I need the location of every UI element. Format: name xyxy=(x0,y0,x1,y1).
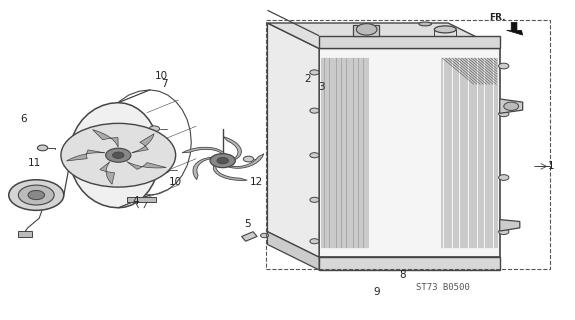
Text: 4: 4 xyxy=(132,196,139,206)
Text: 10: 10 xyxy=(169,177,182,187)
Ellipse shape xyxy=(434,26,456,33)
Polygon shape xyxy=(319,36,500,49)
Polygon shape xyxy=(267,232,319,270)
Circle shape xyxy=(159,167,169,173)
Circle shape xyxy=(310,197,319,202)
Polygon shape xyxy=(93,130,118,147)
Circle shape xyxy=(106,148,131,162)
Circle shape xyxy=(356,24,377,35)
Polygon shape xyxy=(213,162,247,180)
Polygon shape xyxy=(132,134,154,153)
Polygon shape xyxy=(500,99,523,113)
Circle shape xyxy=(217,157,228,164)
Text: 7: 7 xyxy=(161,78,167,89)
Circle shape xyxy=(310,108,319,113)
Circle shape xyxy=(61,123,175,187)
Circle shape xyxy=(260,233,269,238)
Text: 9: 9 xyxy=(373,287,380,297)
Polygon shape xyxy=(267,10,319,36)
Polygon shape xyxy=(70,103,160,208)
Circle shape xyxy=(150,126,160,132)
Polygon shape xyxy=(224,137,242,161)
Text: 5: 5 xyxy=(244,219,251,229)
Polygon shape xyxy=(242,232,257,241)
Polygon shape xyxy=(127,197,156,202)
Circle shape xyxy=(210,154,235,168)
Polygon shape xyxy=(182,147,225,159)
Polygon shape xyxy=(507,22,523,35)
Circle shape xyxy=(243,156,254,162)
Text: 1: 1 xyxy=(548,161,555,172)
Polygon shape xyxy=(500,220,520,231)
Circle shape xyxy=(499,229,509,235)
Text: FR.: FR. xyxy=(489,13,506,22)
Polygon shape xyxy=(267,23,500,49)
Text: ST73 B0500: ST73 B0500 xyxy=(416,283,469,292)
Circle shape xyxy=(37,145,48,151)
Polygon shape xyxy=(18,231,32,237)
Polygon shape xyxy=(224,154,264,168)
Text: 10: 10 xyxy=(155,71,168,81)
Polygon shape xyxy=(193,157,220,180)
Text: 12: 12 xyxy=(250,177,263,187)
Circle shape xyxy=(18,185,54,205)
Circle shape xyxy=(310,153,319,158)
Bar xyxy=(266,20,550,269)
Ellipse shape xyxy=(419,22,431,26)
Polygon shape xyxy=(319,257,500,270)
Circle shape xyxy=(310,239,319,244)
Polygon shape xyxy=(319,49,500,257)
Polygon shape xyxy=(267,23,319,257)
Circle shape xyxy=(9,180,64,210)
Text: 2: 2 xyxy=(304,74,311,84)
Circle shape xyxy=(310,70,319,75)
Polygon shape xyxy=(127,162,166,169)
Circle shape xyxy=(113,152,124,158)
Circle shape xyxy=(28,190,44,200)
Text: 3: 3 xyxy=(319,82,325,92)
Polygon shape xyxy=(67,150,105,161)
Circle shape xyxy=(499,111,509,117)
Polygon shape xyxy=(354,25,380,36)
Text: 6: 6 xyxy=(20,114,27,124)
Circle shape xyxy=(499,175,509,180)
Circle shape xyxy=(504,102,519,110)
Text: 11: 11 xyxy=(28,158,41,168)
Circle shape xyxy=(499,63,509,69)
Polygon shape xyxy=(100,162,114,184)
Text: 8: 8 xyxy=(399,270,405,280)
